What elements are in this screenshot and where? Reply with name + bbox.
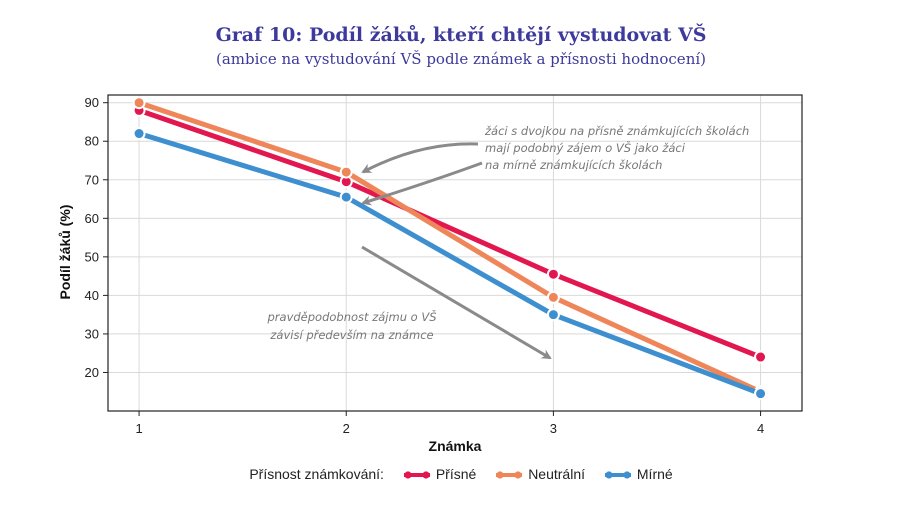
chart-subtitle: (ambice na vystudování VŠ podle známek a… (216, 50, 706, 68)
legend-item-mirne: Mírné (603, 466, 673, 482)
chart-title: Graf 10: Podíl žáků, kteří chtějí vystud… (215, 24, 707, 46)
x-tick-label: 3 (550, 421, 557, 436)
data-point-mirne (132, 127, 146, 141)
x-axis-label: Známka (429, 438, 482, 454)
annotation-arrow-upper (361, 142, 479, 174)
legend-swatch-mirne (604, 471, 631, 479)
legend-title: Přísnost známkování: (249, 466, 384, 482)
legend-swatch-neutralni (496, 471, 523, 479)
annotation-2-line-1: pravděpodobnost zájmu o VŠ (267, 309, 437, 324)
annotation-1-line-1: žáci s dvojkou na přísně známkujících šk… (484, 124, 749, 138)
x-tick-label: 1 (135, 421, 142, 436)
x-tick-label: 4 (757, 421, 764, 436)
y-tick-label: 70 (85, 172, 99, 187)
data-point-mirne (754, 387, 768, 401)
y-tick-label: 60 (85, 211, 99, 226)
y-axis-label: Podíl žáků (%) (57, 205, 73, 300)
annotation-2-line-2: závisí především na známce (269, 328, 433, 342)
series-line-neutralni (136, 100, 764, 395)
y-tick-label: 80 (85, 134, 99, 149)
data-point-neutralni (339, 165, 353, 179)
legend-swatch-prisne (403, 471, 430, 479)
y-tick-label: 30 (85, 326, 99, 341)
legend-label-mirne: Mírné (636, 466, 673, 482)
annotation-1-line-2: mají podobný zájem o VŠ jako žáci (485, 140, 686, 155)
data-point-mirne (546, 308, 560, 322)
series-line-mirne (136, 131, 764, 397)
series-line-prisne (136, 107, 764, 360)
data-point-prisne (754, 350, 768, 364)
y-tick-label: 20 (85, 365, 99, 380)
data-point-neutralni (546, 290, 560, 304)
data-point-neutralni (132, 96, 146, 110)
legend-item-neutralni: Neutrální (494, 466, 585, 482)
annotation-arrow-lower (361, 161, 483, 206)
annotation-arrow-diagonal (361, 245, 552, 360)
data-point-prisne (546, 267, 560, 281)
legend: Přísnost známkování: Přísné Neutrální Mí… (0, 466, 922, 482)
data-point-mirne (339, 190, 353, 204)
y-tick-label: 90 (85, 95, 99, 110)
legend-label-prisne: Přísné (435, 466, 477, 482)
y-tick-label: 40 (85, 288, 99, 303)
legend-label-neutralni: Neutrální (528, 466, 585, 482)
y-tick-label: 50 (85, 249, 99, 264)
legend-item-prisne: Přísné (402, 466, 476, 482)
annotation-1-line-3: na mírně známkujících školách (485, 158, 662, 172)
plot-frame (107, 94, 803, 412)
x-tick-label: 2 (343, 421, 350, 436)
